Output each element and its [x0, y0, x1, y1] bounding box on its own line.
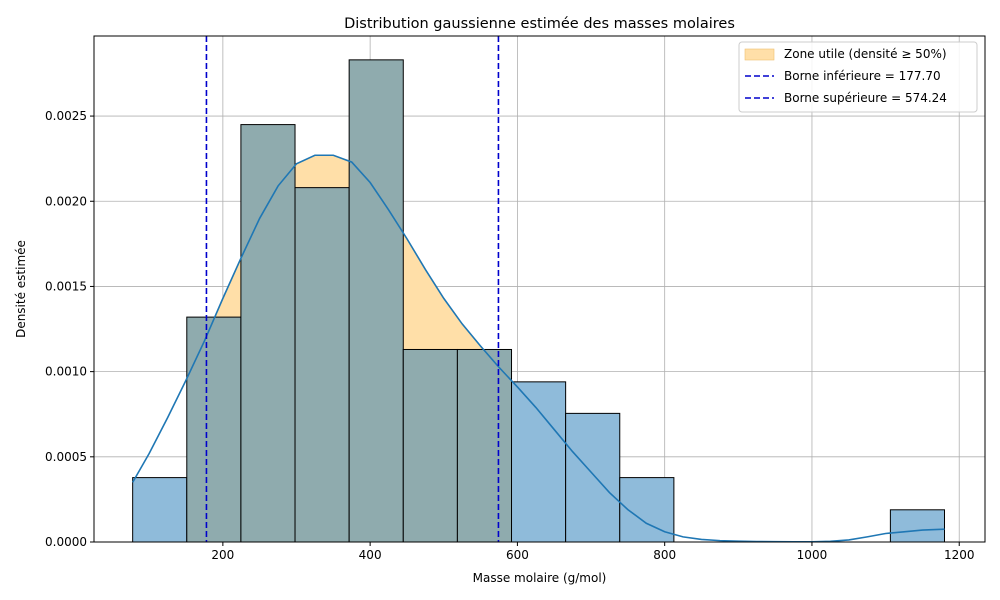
x-tick-label: 1000 [797, 548, 828, 562]
plot-frame [93, 35, 986, 543]
histogram-bar [565, 412, 621, 542]
y-tick-label: 0.0010 [45, 365, 87, 379]
x-tick-label: 1200 [944, 548, 975, 562]
legend-frame [738, 41, 978, 113]
plot-area [131, 36, 945, 542]
histogram-bar [348, 59, 404, 542]
y-tick-label: 0.0025 [45, 109, 87, 123]
y-tick-label: 0.0000 [45, 535, 87, 549]
y-axis: 0.0000 0.0005 0.0010 0.0015 0.0020 0.0025 [45, 109, 94, 549]
histogram-layer [132, 59, 945, 542]
x-axis: 200 400 600 800 1000 1200 [211, 542, 975, 562]
histogram-bar [402, 348, 458, 542]
y-axis-label: Densité estimée [14, 240, 28, 338]
histogram-bar [889, 509, 945, 542]
x-axis-label: Masse molaire (g/mol) [473, 571, 607, 585]
x-tick-label: 600 [506, 548, 529, 562]
histogram-bar [511, 381, 567, 542]
y-tick-label: 0.0020 [45, 194, 87, 208]
legend-swatch-zone [744, 48, 775, 61]
x-tick-label: 200 [211, 548, 234, 562]
bounds-layer [205, 36, 500, 542]
x-tick-label: 400 [359, 548, 382, 562]
histogram-bar [132, 477, 188, 542]
legend-label: Borne inférieure = 177.70 [784, 69, 941, 83]
histogram-bar [240, 124, 296, 542]
histogram-bar [456, 348, 513, 542]
legend: Zone utile (densité ≥ 50%) Borne inférieu… [738, 41, 978, 113]
x-tick-label: 800 [653, 548, 676, 562]
y-tick-label: 0.0005 [45, 450, 87, 464]
y-tick-label: 0.0015 [45, 279, 87, 293]
histogram-bar [186, 316, 242, 542]
histogram-bar [294, 187, 350, 542]
legend-label: Borne supérieure = 574.24 [784, 91, 947, 105]
legend-label: Zone utile (densité ≥ 50%) [784, 47, 947, 61]
chart-title: Distribution gaussienne estimée des mass… [344, 16, 735, 32]
